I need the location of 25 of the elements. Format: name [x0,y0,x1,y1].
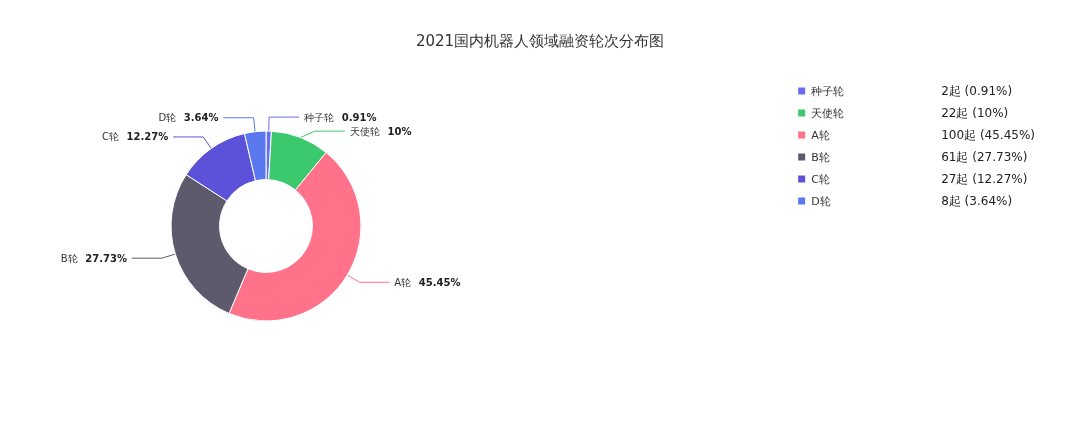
data-label: 45.45% [418,276,461,288]
slice-label: D轮 [158,112,177,124]
data-label: 27.73% [85,252,127,264]
slice-label: 种子轮 [304,111,335,123]
legend-label: D轮 [811,194,831,208]
legend-label: C轮 [811,172,830,186]
text: 61起 (27.73%) [941,150,1028,164]
slice-label: B轮 [60,252,78,264]
data-label: 0.91% [341,111,377,123]
data-label: 10% [387,125,412,137]
text: 8起 (3.64%) [941,194,1013,208]
chart-title: 2021国内机器人领域融资轮次分布图 [415,31,665,50]
text: 100起 (45.45%) [941,128,1036,142]
text: 2起 (0.91%) [941,84,1013,98]
legend-label: B轮 [811,150,830,164]
legend-label: 种子轮 [811,84,845,98]
slice-label: A轮 [394,276,412,288]
slice-label: 天使轮 [349,125,380,137]
legend-label: A轮 [811,128,830,142]
text: 27起 (12.27%) [941,172,1028,186]
data-label: 12.27% [126,131,169,143]
text: 22起 (10%) [941,106,1009,120]
slice-label: C轮 [101,131,119,143]
data-label: 3.64% [183,112,219,124]
legend-label: 天使轮 [811,106,845,120]
